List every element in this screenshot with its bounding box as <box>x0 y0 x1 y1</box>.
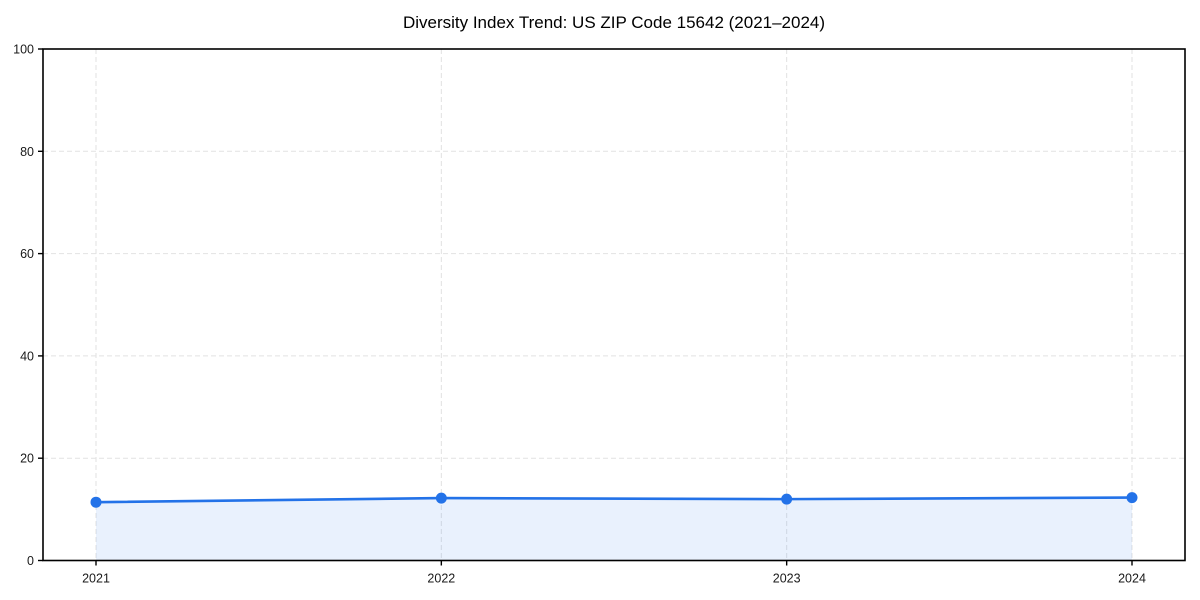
axes-box <box>42 48 1186 562</box>
area-fill <box>96 497 1132 561</box>
x-tick-label: 2023 <box>773 572 801 586</box>
x-tick-label: 2024 <box>1118 572 1146 586</box>
x-tick-label: 2022 <box>427 572 455 586</box>
y-tick-label: 20 <box>20 452 34 466</box>
y-tick-label: 40 <box>20 349 34 363</box>
y-tick-label: 0 <box>27 554 34 568</box>
chart-title: Diversity Index Trend: US ZIP Code 15642… <box>402 13 826 32</box>
data-point-marker <box>90 496 102 508</box>
x-tick-label: 2021 <box>82 572 110 586</box>
y-tick-label: 60 <box>20 247 34 261</box>
y-tick-label: 80 <box>20 145 34 159</box>
y-tick-label: 100 <box>13 43 34 57</box>
data-point-marker <box>781 493 793 505</box>
data-point-marker <box>435 492 447 504</box>
data-point-marker <box>1126 492 1138 504</box>
trend-line <box>94 496 1134 504</box>
